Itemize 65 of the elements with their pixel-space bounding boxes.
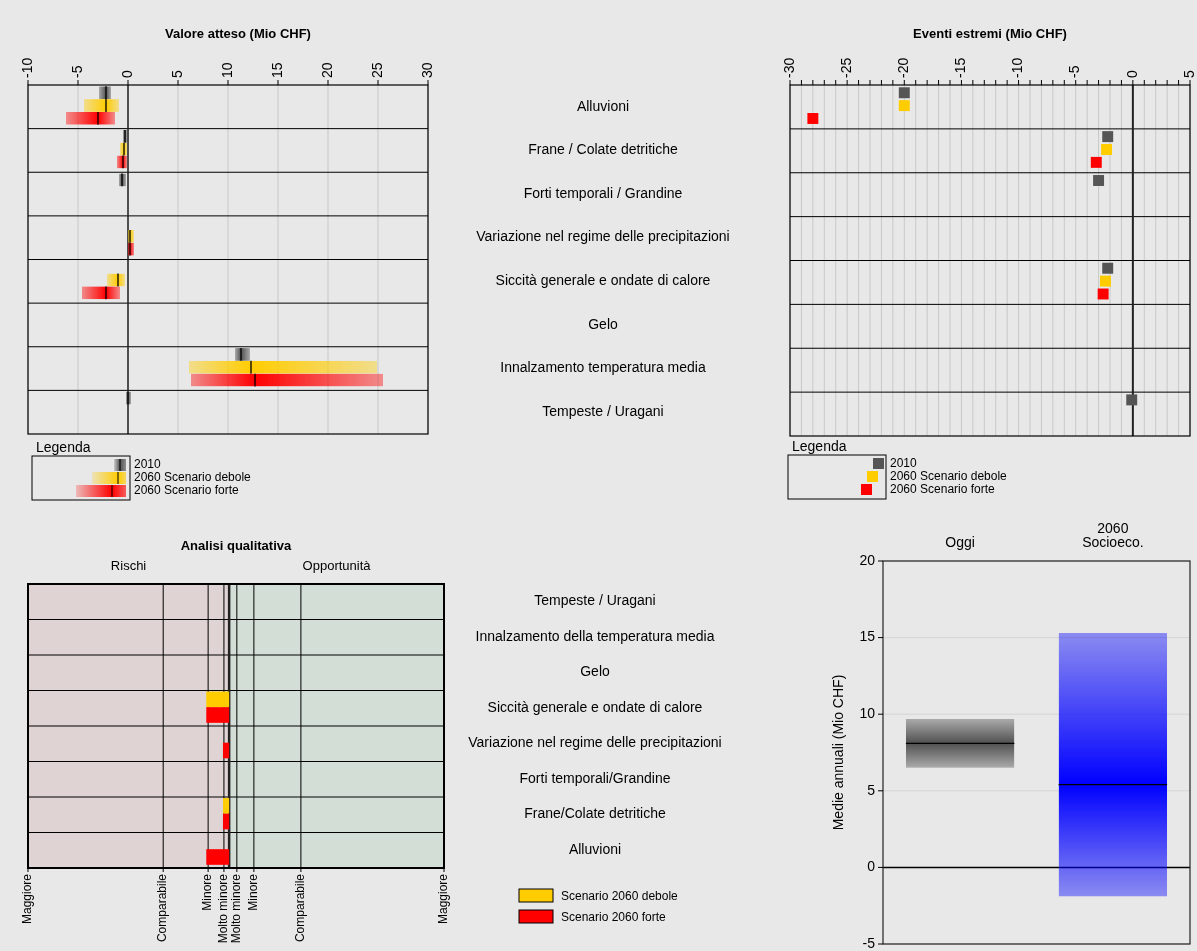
y-tick-label: Gelo [588, 315, 618, 332]
y-tick-label: 20 [859, 551, 876, 568]
x-tick-label: -5 [1066, 65, 1083, 78]
text: Comparabile [293, 873, 308, 943]
x-tick-label: Oggi [945, 534, 975, 550]
text: Molto minore [216, 873, 231, 944]
y-tick-label: Variazione nel regime delle precipitazioni [476, 228, 730, 245]
y-tick-label: Gelo [580, 663, 610, 680]
x-tick-label: 10 [218, 62, 235, 78]
x-tick-label: -20 [894, 57, 911, 78]
chart-title: Analisi qualitativa [180, 538, 293, 553]
band-label: Opportunità [302, 558, 372, 573]
y-tick-label: 5 [867, 781, 876, 798]
y-tick-label: Siccità generale e ondate di calore [495, 272, 711, 289]
x-tick-label: 0 [118, 70, 135, 78]
y-tick-label: Frane / Colate detritiche [528, 141, 678, 158]
y-tick-label: Alluvioni [568, 840, 622, 857]
x-tick-label: 5 [1180, 70, 1197, 78]
chart-title: Valore atteso (Mio CHF) [165, 26, 311, 41]
y-tick-label: Siccità generale e ondate di calore [487, 698, 703, 715]
x-tick-label: 30 [418, 62, 435, 78]
y-tick-label: -5 [862, 934, 876, 951]
y-tick-label: 10 [859, 704, 876, 721]
x-tick-label: -30 [780, 57, 797, 78]
text: Minore [200, 873, 215, 911]
legend-title: Legenda [792, 438, 847, 454]
legend-label: Scenario 2060 debole [561, 889, 679, 903]
text: Molto minore [229, 873, 243, 944]
x-tick-label: 20 [318, 62, 335, 78]
y-tick-label: 15 [859, 628, 876, 645]
legend-label: 2010 [890, 456, 918, 470]
legend-title: Legenda [36, 439, 91, 455]
legend-label: 2060 Scenario forte [890, 482, 996, 496]
legend-label: 2060 Scenario forte [134, 483, 240, 497]
y-tick-label: Forti temporali/Grandine [519, 769, 671, 786]
text: Comparabile [155, 873, 170, 943]
text: Maggiore [436, 873, 451, 925]
y-axis-title: Medie annuali (Mio CHF) [830, 674, 846, 831]
x-tick-label: 2060 Socioeco. [1082, 520, 1144, 550]
x-tick-label: -15 [952, 57, 969, 78]
x-tick-label: 15 [268, 62, 285, 78]
x-tick-label: 0 [1123, 70, 1140, 78]
x-tick-label: 5 [168, 70, 185, 78]
legend-label: 2010 [134, 457, 162, 471]
legend-label: Scenario 2060 forte [561, 910, 667, 924]
y-tick-label: Frane/Colate detritiche [524, 805, 667, 822]
y-tick-label: Innalzamento temperatura media [500, 359, 706, 376]
x-tick-label: -10 [1009, 57, 1026, 78]
y-tick-label: Alluvioni [576, 97, 630, 114]
x-tick-label: -10 [18, 57, 35, 78]
y-tick-label: Variazione nel regime delle precipitazioni [468, 734, 722, 751]
text: Minore [246, 873, 261, 911]
chart-title: Eventi estremi (Mio CHF) [913, 26, 1067, 41]
y-tick-label: Tempeste / Uragani [534, 592, 656, 609]
legend-label: 2060 Scenario debole [134, 470, 252, 484]
y-tick-label: Innalzamento della temperatura media [475, 627, 715, 644]
y-tick-label: 0 [867, 858, 876, 875]
y-tick-label: Tempeste / Uragani [542, 402, 664, 419]
legend-label: 2060 Scenario debole [890, 469, 1008, 483]
x-tick-label: -25 [837, 57, 854, 78]
x-tick-label: 25 [368, 62, 385, 78]
text: Maggiore [20, 873, 35, 925]
band-label: Rischi [110, 558, 147, 573]
x-tick-label: -5 [68, 65, 85, 78]
y-tick-label: Forti temporali / Grandine [523, 184, 683, 201]
